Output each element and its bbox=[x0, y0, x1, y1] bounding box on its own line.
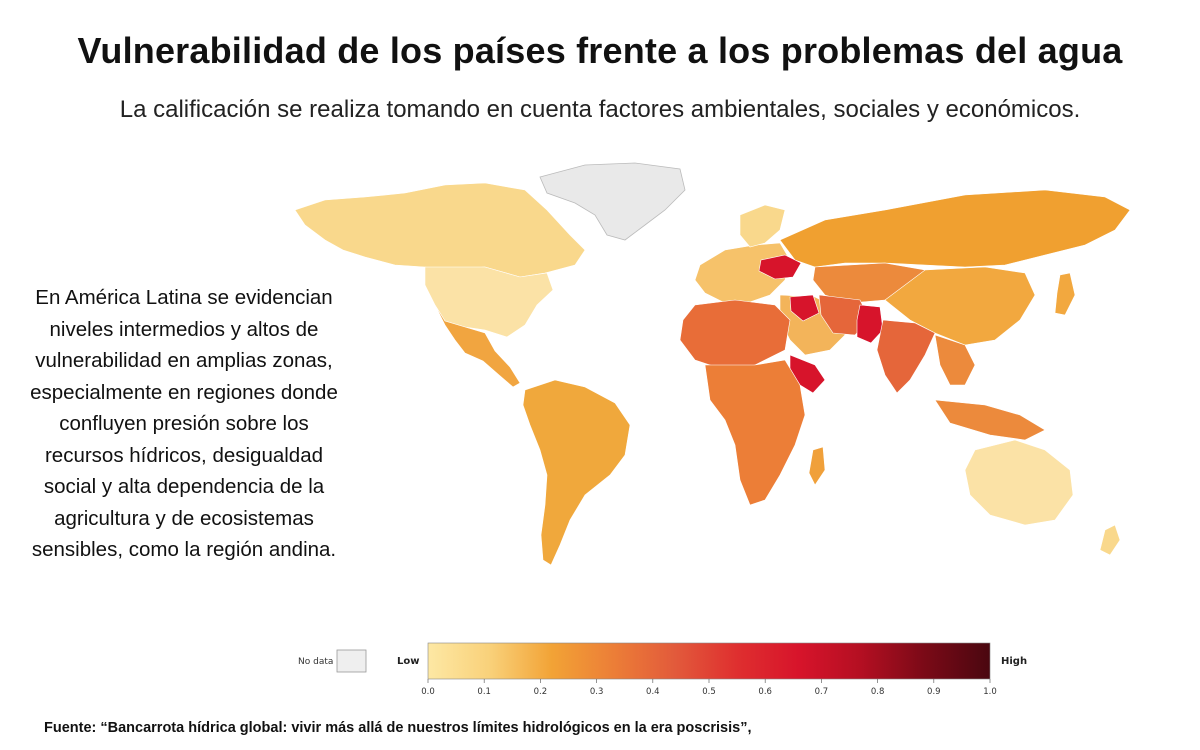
legend-tick-label: 0.6 bbox=[758, 687, 772, 697]
legend-tick-label: 0.9 bbox=[927, 687, 941, 697]
legend-no-data-swatch bbox=[336, 649, 367, 673]
page-title: Vulnerabilidad de los países frente a lo… bbox=[77, 30, 1123, 71]
region-australia bbox=[964, 439, 1074, 526]
legend-no-data-label: No data bbox=[298, 657, 333, 667]
legend-high-label: High bbox=[1001, 656, 1027, 667]
region-madagascar bbox=[808, 446, 826, 486]
region-north-africa bbox=[679, 299, 791, 371]
legend-low-label: Low bbox=[397, 656, 419, 667]
region-greenland bbox=[539, 162, 686, 241]
legend-tick-label: 0.0 bbox=[421, 687, 435, 697]
region-japan bbox=[1054, 272, 1076, 316]
region-india bbox=[876, 319, 936, 394]
legend-tick-label: 0.5 bbox=[702, 687, 716, 697]
region-ukraine bbox=[758, 254, 802, 280]
latin-america-annotation: En América Latina se evidencian niveles … bbox=[30, 286, 338, 561]
region-indonesia bbox=[934, 399, 1046, 441]
region-canada bbox=[294, 182, 586, 278]
legend-tick-label: 0.1 bbox=[477, 687, 491, 697]
region-pakistan bbox=[856, 304, 884, 344]
region-southeast-asia bbox=[934, 334, 976, 386]
region-russia bbox=[779, 189, 1131, 268]
legend-gradient-bar bbox=[427, 642, 991, 680]
legend-tick-label: 0.3 bbox=[590, 687, 604, 697]
region-mexico bbox=[434, 304, 521, 388]
legend-tick-label: 0.2 bbox=[534, 687, 548, 697]
legend-tick-label: 0.4 bbox=[646, 687, 660, 697]
region-sub-saharan-africa bbox=[704, 359, 806, 506]
source-citation: Fuente: “Bancarrota hídrica global: vivi… bbox=[44, 720, 752, 736]
legend-ticks: 0.0 0.1 0.2 0.3 0.4 0.5 0.6 0.7 0.8 0.9 1.0 bbox=[421, 679, 997, 697]
region-usa bbox=[424, 266, 554, 338]
region-levant-iraq bbox=[789, 294, 820, 322]
legend-tick-label: 0.8 bbox=[871, 687, 885, 697]
world-vulnerability-map bbox=[294, 162, 1131, 566]
legend-tick-label: 1.0 bbox=[983, 687, 997, 697]
color-legend: No data Low High 0.0 0.1 0.2 0.3 0.4 0.5 0.6 0.… bbox=[298, 642, 1027, 697]
page-subtitle: La calificación se realiza tomando en cu… bbox=[119, 96, 1081, 123]
region-south-america bbox=[522, 379, 631, 566]
legend-tick-label: 0.7 bbox=[815, 687, 829, 697]
region-scandinavia bbox=[739, 204, 786, 248]
region-new-zealand bbox=[1099, 524, 1121, 556]
